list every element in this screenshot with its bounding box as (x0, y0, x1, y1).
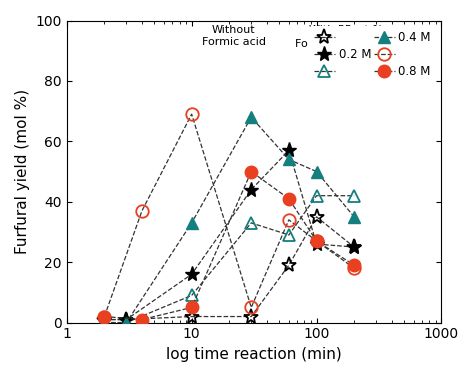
Text: With 55 wt.%
Formic acid - AlCl$_3$: With 55 wt.% Formic acid - AlCl$_3$ (294, 25, 398, 51)
Y-axis label: Furfural yield (mol %): Furfural yield (mol %) (15, 89, 30, 254)
Text: With 55 wt.%
Formic acid -: With 55 wt.% Formic acid - (309, 25, 383, 47)
Text: Without
Formic acid: Without Formic acid (201, 25, 265, 47)
X-axis label: log time reaction (min): log time reaction (min) (166, 347, 342, 362)
Legend: , 0.2 M, , 0.4 M, , 0.8 M: , 0.2 M, , 0.4 M, , 0.8 M (309, 26, 436, 83)
